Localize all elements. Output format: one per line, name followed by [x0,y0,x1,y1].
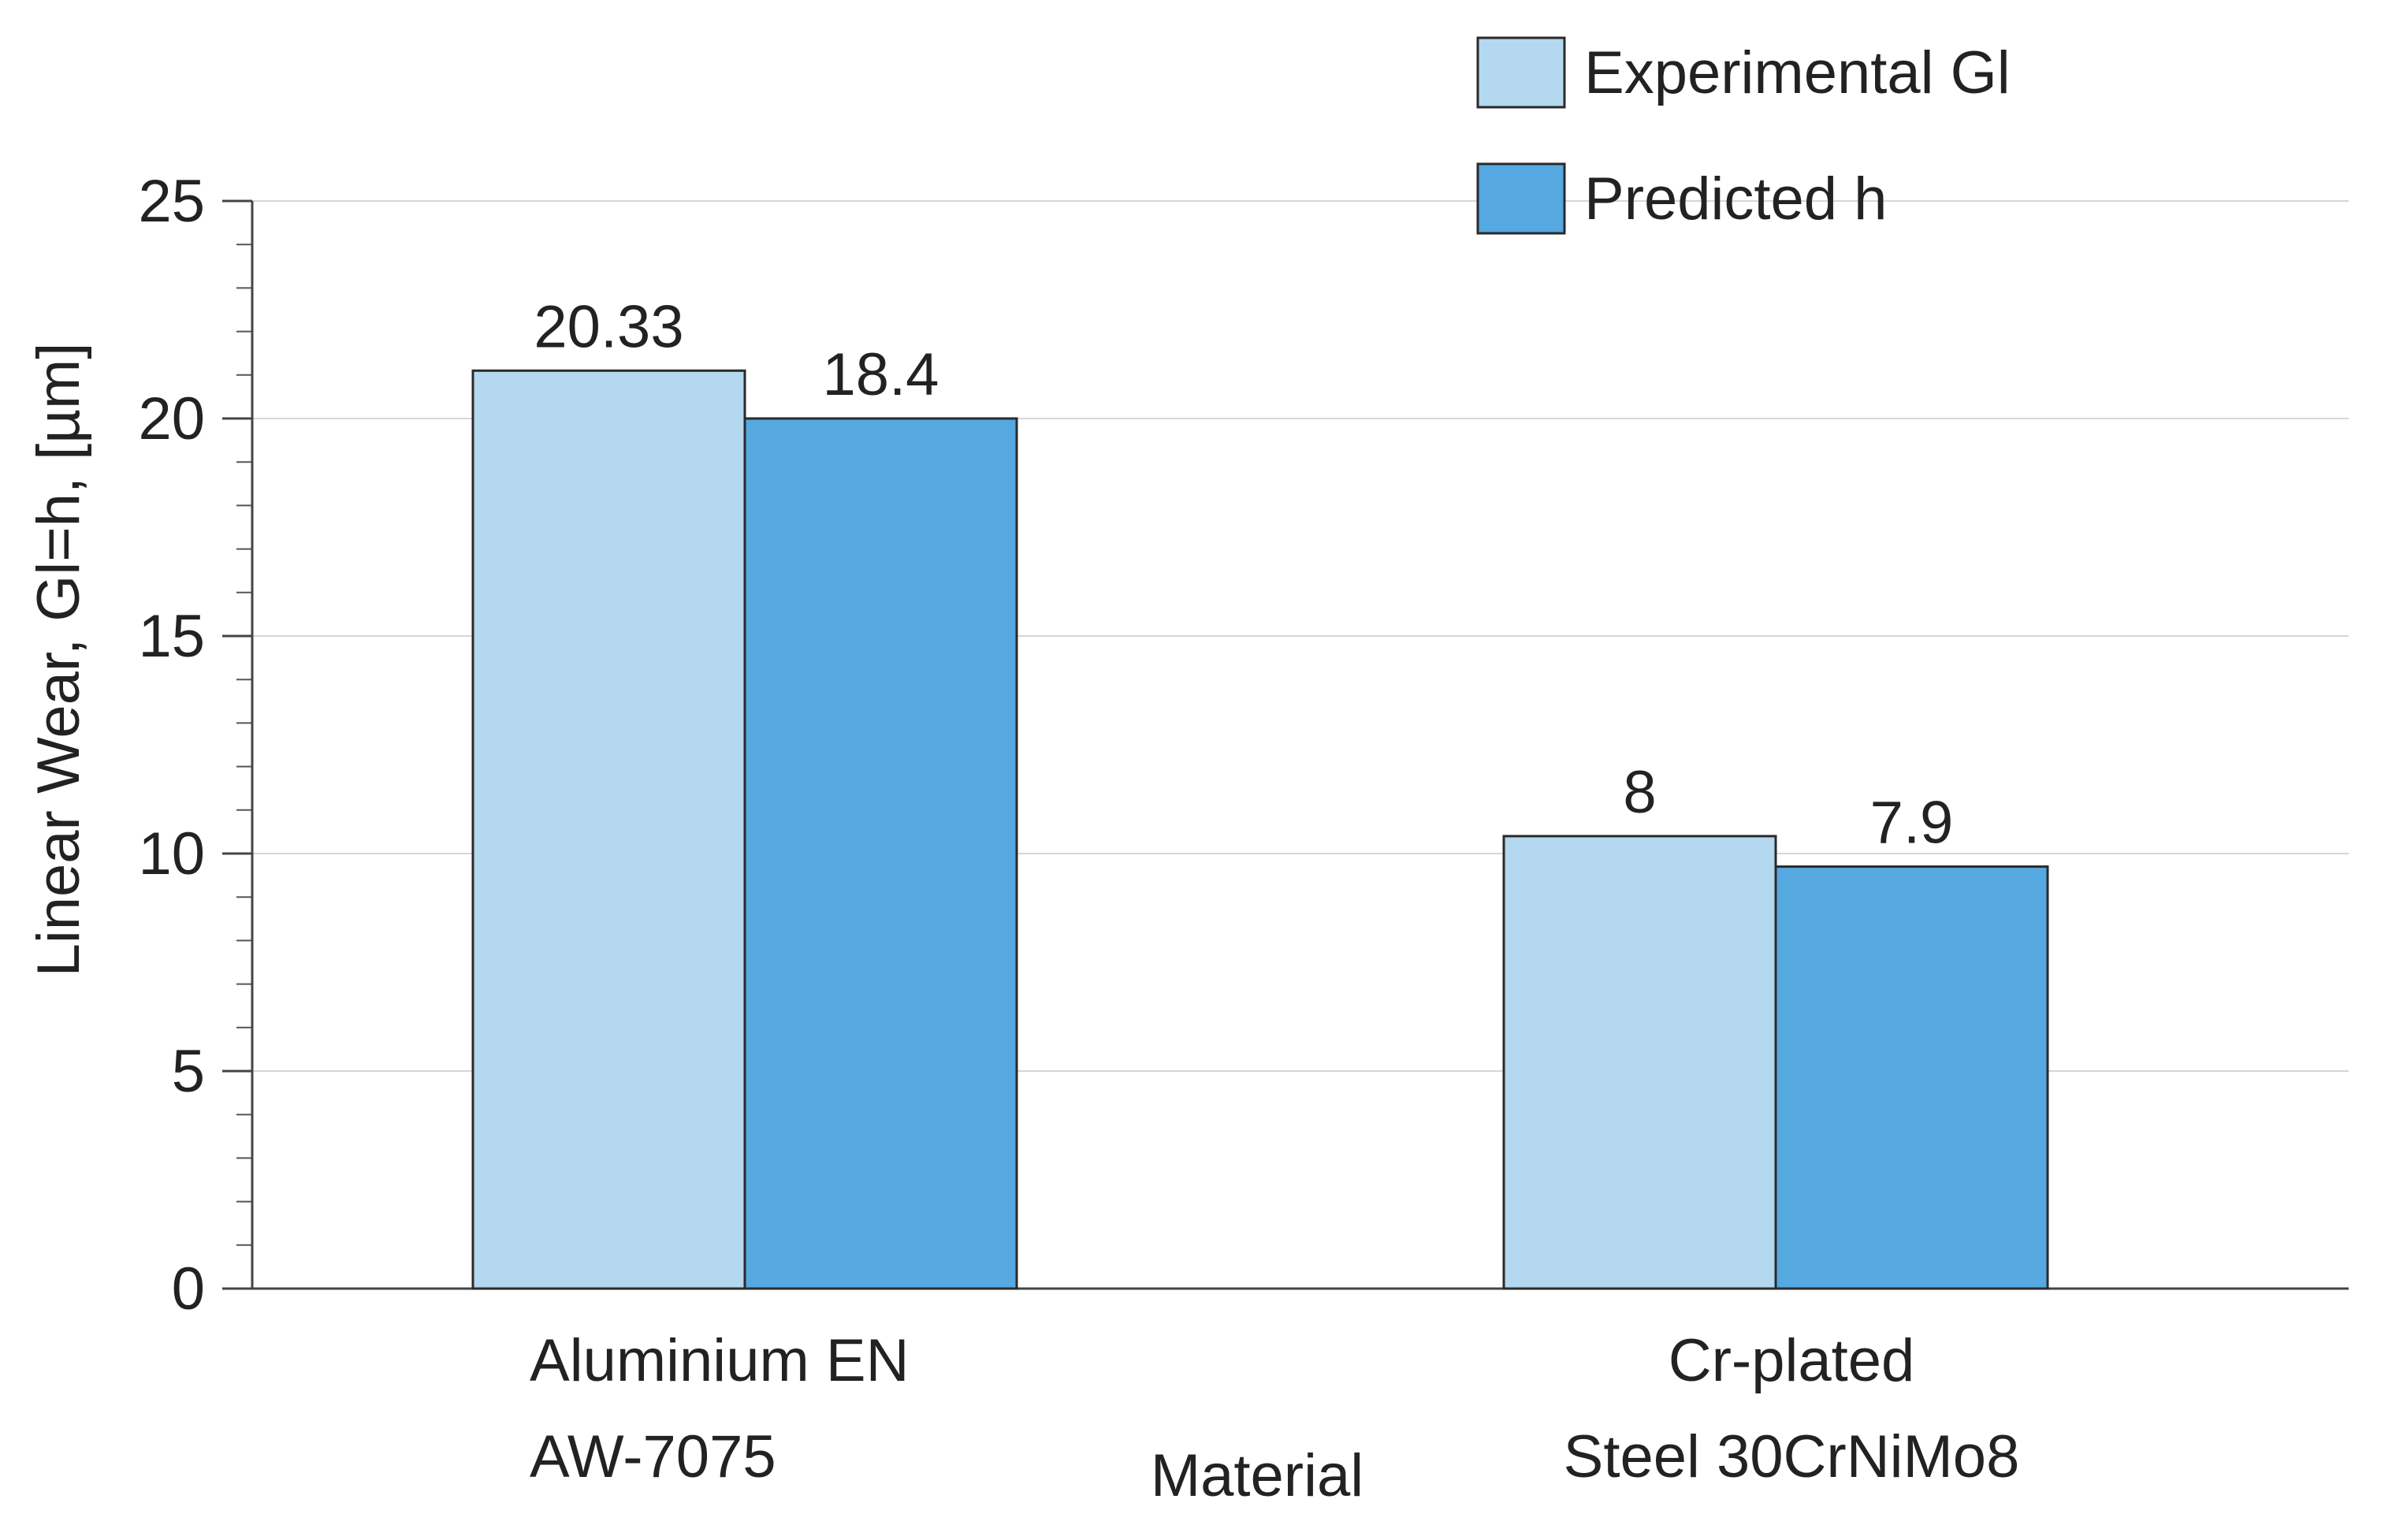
category-label: AW-7075 [530,1423,776,1490]
data-label: 20.33 [534,293,683,360]
y-tick-label: 10 [138,820,205,887]
data-label: 8 [1623,759,1656,826]
bars [471,369,2049,1290]
legend-swatch [1476,36,1566,109]
category-labels: Aluminium EN AW-7075 Cr-plated Steel 30CrNi… [530,1327,2019,1490]
category-label: Cr-plated [1669,1327,1915,1394]
data-label: 7.9 [1870,790,1954,857]
y-tick-label: 20 [138,385,205,452]
data-labels: 20.33 8 18.4 7.9 [534,293,1953,856]
bar-predicted-1 [1774,865,2049,1290]
y-tick-label: 0 [172,1255,205,1322]
axes: 0 5 10 15 20 25 [138,168,2349,1322]
bar-experimental-0 [471,369,746,1290]
legend: Experimental Gl Predicted h [1476,36,2011,235]
data-label: 18.4 [823,341,939,408]
y-tick-label: 5 [172,1038,205,1105]
bar-predicted-0 [743,417,1018,1290]
category-label: Steel 30CrNiMo8 [1564,1423,2020,1490]
bar-experimental-1 [1502,835,1777,1290]
y-tick-label: 25 [138,168,205,235]
legend-swatch [1476,162,1566,235]
y-tick-label: 15 [138,603,205,670]
legend-label: Experimental Gl [1584,39,2011,106]
x-axis-title: Material [1151,1442,1363,1509]
category-label: Aluminium EN [530,1327,909,1394]
legend-label: Predicted h [1584,166,1887,232]
y-axis-title: Linear Wear, Gl=h, [µm] [25,343,92,977]
